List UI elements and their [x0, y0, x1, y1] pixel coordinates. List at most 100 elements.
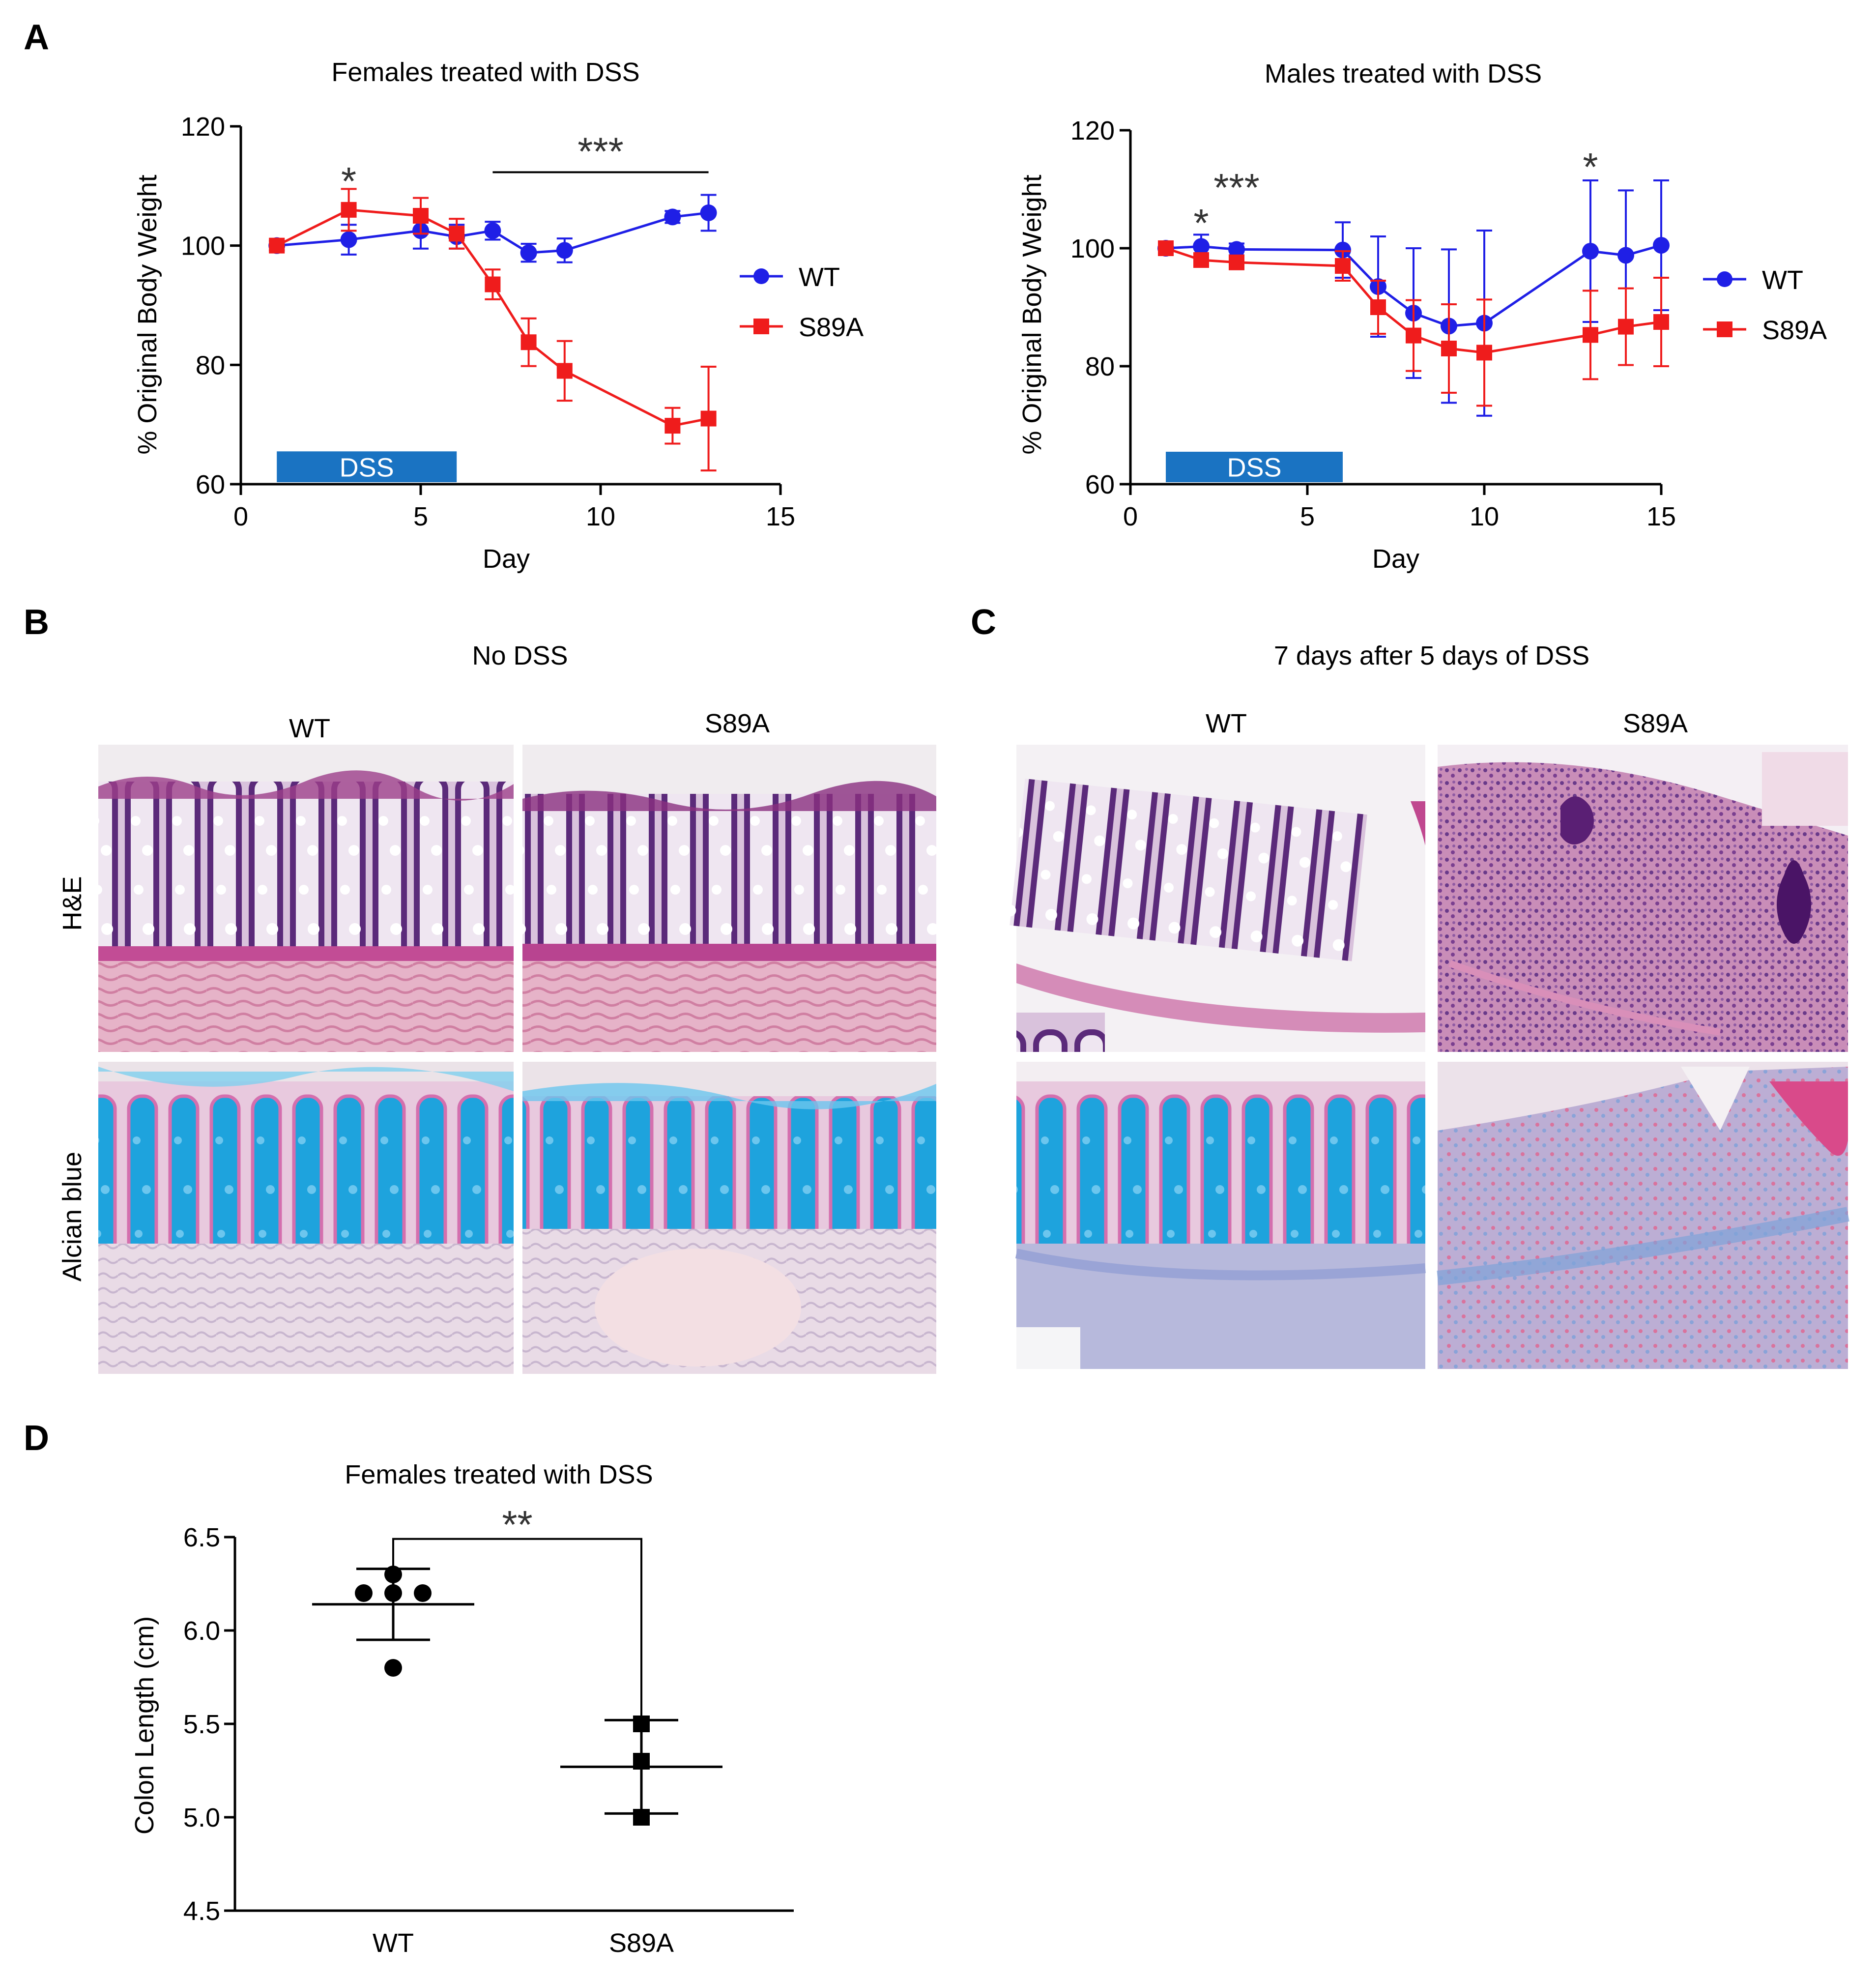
dss-bar-label: DSS: [340, 453, 394, 482]
x-axis-label: Day: [1372, 544, 1419, 574]
significance-annotation: *: [1193, 201, 1209, 245]
data-point: [1476, 345, 1492, 361]
data-point: [520, 334, 537, 350]
y-tick-label: 60: [196, 470, 225, 499]
significance-annotation: *: [1583, 145, 1598, 189]
y-tick-label: 5.5: [183, 1710, 220, 1739]
data-point: [664, 418, 681, 434]
x-axis-label: Day: [483, 544, 530, 574]
x-tick-label: 0: [233, 502, 248, 531]
data-point: [340, 231, 357, 248]
legend-label: S89A: [799, 313, 864, 342]
data-point: [1583, 327, 1598, 343]
y-tick-label: 80: [196, 350, 225, 380]
dss-bar-label: DSS: [1227, 453, 1281, 482]
dss-bar: [1166, 452, 1343, 482]
data-point: [664, 208, 681, 226]
x-tick-label: 15: [1646, 502, 1676, 531]
data-point: [1618, 319, 1634, 335]
column-label-s89a: S89A: [705, 709, 770, 738]
data-point: [1335, 258, 1351, 274]
legend-label: WT: [799, 262, 840, 292]
row-label-alcian-blue: Alcian blue: [58, 1152, 87, 1281]
x-category-label: WT: [373, 1928, 414, 1958]
data-point: [484, 222, 501, 239]
panel-letter-b: B: [24, 603, 49, 642]
data-point: [1193, 252, 1209, 268]
data-point: [413, 208, 429, 224]
data-point: [384, 1584, 402, 1602]
legend-marker: [1717, 271, 1732, 287]
significance-annotation: ***: [577, 130, 623, 174]
y-tick-label: 100: [1070, 234, 1115, 263]
micrograph-c-alcian-s89a: [1437, 1062, 1849, 1369]
y-axis-label: % Original Body Weight: [1017, 175, 1047, 454]
micrograph-b-he-s89a: [522, 745, 936, 1052]
data-point: [384, 1566, 402, 1583]
panel-c-title: 7 days after 5 days of DSS: [1274, 641, 1589, 670]
y-tick-label: 120: [181, 112, 225, 142]
legend-label: S89A: [1762, 316, 1827, 345]
y-tick-label: 6.0: [183, 1616, 220, 1646]
data-point: [520, 244, 537, 262]
data-point: [1582, 243, 1599, 260]
micrograph-b-alcian-s89a: [522, 1062, 936, 1374]
data-point: [1370, 299, 1386, 315]
data-point: [1653, 314, 1669, 330]
data-point: [1193, 238, 1210, 255]
micrograph-b-he-wt: [98, 745, 514, 1052]
x-tick-label: 10: [1470, 502, 1499, 531]
y-tick-label: 80: [1085, 352, 1115, 381]
x-category-label: S89A: [609, 1928, 674, 1958]
panel-b-micrographs: No DSS WT S89A H&E Alcian blue: [58, 641, 936, 1374]
y-axis-label: % Original Body Weight: [133, 175, 162, 454]
data-point: [341, 202, 357, 218]
x-tick-label: 5: [1300, 502, 1315, 531]
y-axis-label: Colon Length (cm): [130, 1616, 159, 1834]
chart-title: Males treated with DSS: [1265, 59, 1542, 88]
panel-c-micrographs: 7 days after 5 days of DSS WT S89A: [1010, 641, 1849, 1369]
micrograph-c-he-s89a: [1438, 745, 1848, 1052]
legend-marker: [753, 319, 769, 334]
data-point: [700, 410, 717, 427]
row-label-he: H&E: [58, 876, 87, 931]
legend-marker: [753, 268, 769, 284]
significance-annotation: *: [341, 159, 356, 203]
column-label-s89a: S89A: [1623, 709, 1688, 738]
data-point: [556, 363, 573, 379]
data-point: [1158, 240, 1174, 256]
micrograph-b-alcian-wt: [98, 1062, 514, 1374]
data-point: [449, 226, 465, 242]
panel-letter-a: A: [24, 18, 49, 57]
y-tick-label: 4.5: [183, 1896, 220, 1926]
data-point: [414, 1584, 432, 1602]
data-point: [1617, 247, 1634, 264]
data-point: [700, 204, 717, 221]
panel-letter-c: C: [971, 603, 996, 642]
significance-bracket: [392, 1538, 642, 1720]
data-point: [1441, 341, 1457, 356]
chart-males-body-weight: Males treated with DSS % Original Body W…: [1017, 59, 1827, 574]
data-point: [355, 1584, 373, 1602]
column-label-wt: WT: [289, 714, 330, 743]
y-tick-label: 100: [181, 232, 225, 261]
data-point: [485, 276, 501, 292]
x-tick-label: 15: [766, 502, 795, 531]
significance-annotation: ***: [1213, 166, 1259, 209]
chart-title: Females treated with DSS: [331, 58, 639, 87]
data-point: [633, 1809, 650, 1826]
micrograph-c-alcian-wt: [1015, 1062, 1426, 1369]
panel-b-title: No DSS: [472, 641, 568, 670]
x-tick-label: 5: [413, 502, 428, 531]
micrograph-c-he-wt: [1010, 745, 1425, 1052]
data-point: [1406, 327, 1421, 344]
panel-letter-d: D: [24, 1419, 49, 1458]
chart-colon-length: Females treated with DSS Colon Length (c…: [130, 1460, 794, 1958]
column-label-wt: WT: [1206, 709, 1247, 738]
chart-title: Females treated with DSS: [345, 1460, 653, 1489]
data-point: [384, 1659, 402, 1677]
legend-label: WT: [1762, 265, 1803, 295]
data-point: [556, 242, 573, 259]
data-point: [633, 1753, 650, 1770]
